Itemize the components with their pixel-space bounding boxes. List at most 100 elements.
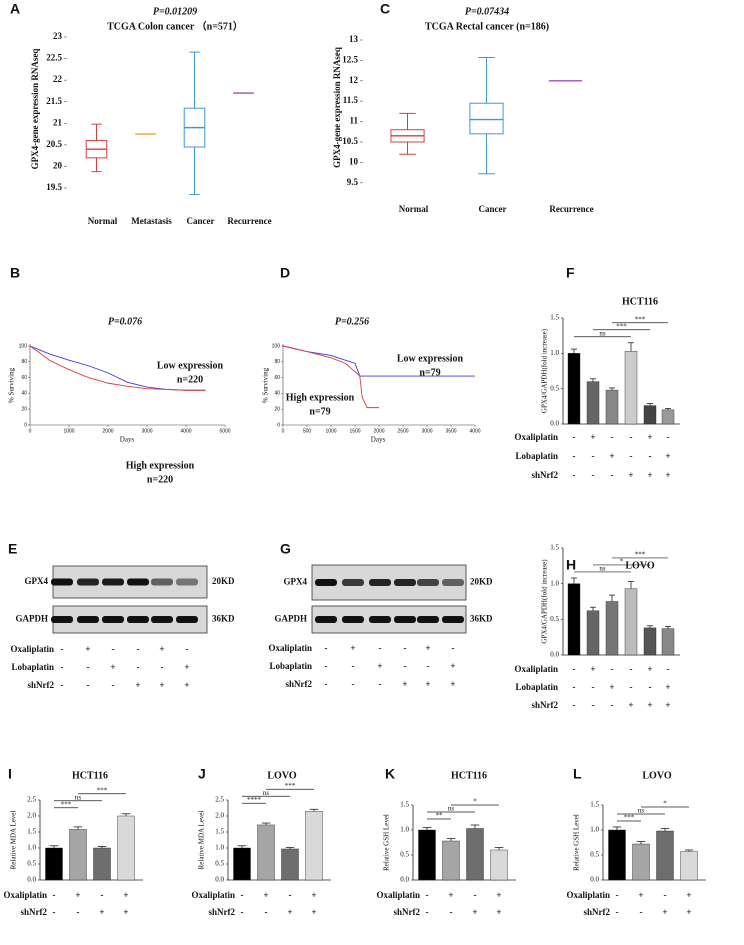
condition-name: shNrf2 <box>394 907 421 917</box>
condition-sign: - <box>573 451 576 461</box>
condition-sign: + <box>450 679 455 689</box>
y-tick-label: 80 <box>21 359 27 365</box>
panel-title: P=0.07434 <box>465 6 509 17</box>
condition-sign: + <box>377 661 382 671</box>
condition-sign: - <box>77 907 80 917</box>
box <box>469 102 504 135</box>
y-axis-label: Relative GSH Level <box>383 814 391 871</box>
y-tick-label: 22.5 <box>46 53 62 63</box>
condition-sign: + <box>263 890 268 900</box>
condition-sign: - <box>630 432 633 442</box>
significance-label: ns <box>599 329 606 337</box>
condition-name: Oxaliplatin <box>3 890 47 900</box>
bar <box>661 628 675 656</box>
y-tick-label: 20 <box>21 407 27 413</box>
condition-sign: - <box>450 907 453 917</box>
condition-sign: - <box>630 451 633 461</box>
y-tick-label: 1.5 <box>27 828 36 836</box>
blot-band <box>442 579 464 586</box>
y-tick-label: 80 <box>274 359 280 365</box>
panel-title: HCT116 <box>622 296 658 307</box>
x-tick-label: 500 <box>303 428 312 434</box>
y-tick-label: 23 <box>53 31 63 41</box>
panel-letter: K <box>385 766 395 782</box>
bar <box>117 815 135 881</box>
blot-band <box>342 616 364 623</box>
condition-sign: + <box>686 907 691 917</box>
condition-sign: + <box>647 664 652 674</box>
condition-sign: + <box>609 451 614 461</box>
blot-band <box>77 616 99 623</box>
curve-count: n=79 <box>419 367 440 378</box>
panel-subtitle: TCGA Rectal cancer (n=186) <box>425 21 549 32</box>
significance-label: ns <box>448 805 455 813</box>
condition-sign: + <box>450 661 455 671</box>
condition-name: Oxaliplatin <box>268 643 312 653</box>
condition-sign: + <box>590 664 595 674</box>
curve-label: High expression <box>286 392 355 403</box>
y-tick-label: 13 <box>349 34 359 44</box>
condition-sign: + <box>350 643 355 653</box>
blot-band <box>127 616 149 623</box>
blot-band <box>176 578 198 586</box>
bar <box>643 627 657 656</box>
condition-sign: - <box>573 682 576 692</box>
condition-sign: + <box>638 890 643 900</box>
panel-title: HCT116 <box>451 770 487 781</box>
bar <box>93 847 111 881</box>
y-tick-label: 19.5 <box>46 182 62 192</box>
blot-band <box>127 578 149 586</box>
y-tick-label: 11 <box>349 116 358 126</box>
significance-label: *** <box>635 551 646 559</box>
y-tick-label: 20 <box>53 161 63 171</box>
bar <box>466 828 484 881</box>
x-tick-label: 0 <box>282 428 285 434</box>
condition-sign: - <box>611 432 614 442</box>
condition-name: shNrf2 <box>28 680 55 690</box>
condition-sign: - <box>325 661 328 671</box>
x-tick-label: 4000 <box>469 428 480 434</box>
bar <box>643 405 657 425</box>
panel-title: P=0.076 <box>108 316 142 327</box>
condition-sign: - <box>186 644 189 654</box>
condition-sign: - <box>289 890 292 900</box>
y-tick-label: 20 <box>274 407 280 413</box>
panel-letter: I <box>8 766 12 782</box>
condition-sign: + <box>628 700 633 710</box>
blot-band <box>315 579 337 586</box>
bar <box>567 583 581 656</box>
condition-sign: + <box>85 644 90 654</box>
condition-sign: - <box>61 680 64 690</box>
x-tick-label: 4000 <box>180 428 191 434</box>
condition-sign: - <box>137 662 140 672</box>
y-tick-label: 100 <box>272 343 281 349</box>
band-size: 20KD <box>212 576 235 586</box>
y-tick-label: 2.0 <box>27 812 36 820</box>
blot-band <box>51 578 73 586</box>
bar <box>418 829 436 881</box>
condition-name: Oxaliplatin <box>191 890 235 900</box>
y-axis-label: GPX4/GAPDH(fold increase) <box>541 328 549 413</box>
y-tick-label: 0.5 <box>550 384 559 392</box>
condition-sign: + <box>665 470 670 480</box>
condition-sign: - <box>61 644 64 654</box>
condition-sign: + <box>99 907 104 917</box>
condition-sign: - <box>649 682 652 692</box>
significance-label: ** <box>436 812 444 820</box>
y-tick-label: 1.0 <box>27 844 36 852</box>
blot-membrane <box>311 605 467 634</box>
condition-sign: + <box>496 907 501 917</box>
x-tick-label: 5000 <box>219 428 230 434</box>
condition-sign: - <box>573 432 576 442</box>
bar <box>632 843 650 881</box>
bar <box>567 353 581 425</box>
panel-title: LOVO <box>625 560 654 571</box>
panel-letter: B <box>10 265 20 281</box>
y-tick-label: 0.0 <box>215 876 224 884</box>
panel-title: HCT116 <box>72 770 108 781</box>
condition-sign: - <box>592 451 595 461</box>
condition-sign: - <box>667 664 670 674</box>
y-tick-label: 0.5 <box>215 860 224 868</box>
